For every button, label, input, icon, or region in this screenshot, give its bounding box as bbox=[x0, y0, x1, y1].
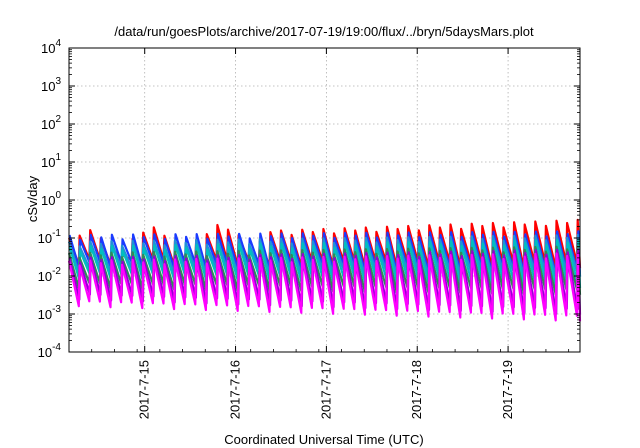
x-tick-label: 2017-7-18 bbox=[409, 360, 424, 419]
chart-title: /data/run/goesPlots/archive/2017-07-19/1… bbox=[114, 24, 534, 39]
y-tick-label: 101 bbox=[41, 152, 61, 170]
x-tick-label: 2017-7-17 bbox=[318, 360, 333, 419]
y-tick-label: 10-3 bbox=[38, 304, 62, 322]
axes: 10-4 10-3 10-2 10-1 100 101 102 103 104 2017-7-15… bbox=[38, 38, 580, 419]
x-axis-label: Coordinated Universal Time (UTC) bbox=[224, 432, 423, 447]
y-tick-label: 103 bbox=[41, 76, 61, 94]
series-group bbox=[67, 218, 582, 322]
y-tick-label: 10-4 bbox=[38, 342, 62, 360]
x-tick-label: 2017-7-16 bbox=[228, 360, 243, 419]
y-tick-label: 104 bbox=[41, 38, 61, 56]
y-tick-label: 100 bbox=[41, 190, 61, 208]
y-tick-label: 10-1 bbox=[38, 228, 62, 246]
y-tick-label: 102 bbox=[41, 114, 61, 132]
series-line-5 bbox=[68, 248, 582, 315]
x-tick-label: 2017-7-15 bbox=[137, 360, 152, 419]
y-tick-label: 10-2 bbox=[38, 266, 62, 284]
series-line-3 bbox=[68, 238, 582, 289]
y-axis-label: cSv/day bbox=[25, 175, 40, 222]
series-line-6 bbox=[67, 252, 582, 322]
x-tick-label: 2017-7-19 bbox=[500, 360, 515, 419]
